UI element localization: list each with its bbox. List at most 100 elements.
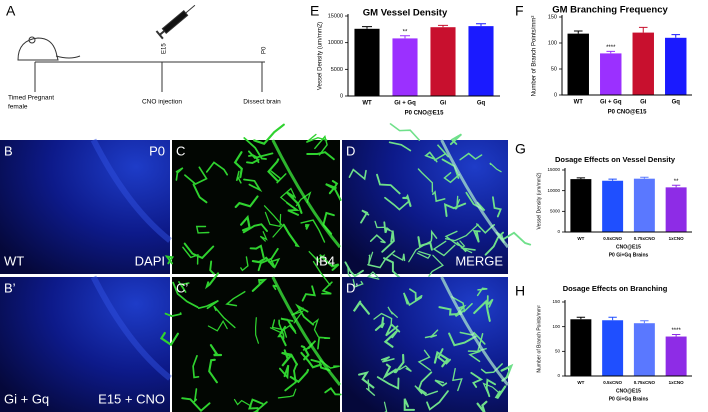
error-bar — [640, 176, 649, 179]
timeline-middle: CNO injection — [142, 99, 182, 106]
vessel — [438, 306, 463, 316]
x-axis-label: P0 CNO@E15 — [405, 111, 445, 117]
vessel — [295, 191, 312, 207]
micrograph — [0, 277, 170, 412]
x-tick-label: WT — [577, 380, 584, 385]
y-tick-label: 15000 — [547, 167, 560, 172]
vessel — [480, 363, 503, 374]
vessel — [426, 390, 449, 411]
vessel — [440, 139, 510, 249]
vessel — [208, 358, 218, 384]
panel-label: D — [346, 143, 355, 158]
vessel — [385, 322, 401, 337]
bar — [430, 27, 456, 97]
vessel — [473, 299, 491, 322]
vessel — [248, 398, 264, 410]
y-tick-label: 10000 — [328, 40, 343, 46]
chart-title: GM Vessel Density — [363, 8, 448, 19]
vessel — [428, 254, 444, 277]
y-tick-label: 100 — [548, 40, 557, 46]
timeline-tick: E15 — [162, 43, 168, 54]
vessel — [383, 329, 399, 348]
vessel — [367, 271, 380, 280]
x-tick-label: Gq — [672, 100, 681, 106]
micrograph — [0, 140, 170, 274]
x-tick-label: 0.75xCNO — [634, 236, 656, 241]
y-axis-label: Number of Branch Points/mm² — [532, 16, 538, 97]
vessel — [389, 123, 421, 141]
vessel — [204, 272, 220, 290]
x-tick-label: Gi — [440, 101, 447, 107]
vessel — [257, 247, 279, 272]
vessel — [403, 398, 416, 411]
vessel — [393, 353, 405, 374]
vessel — [240, 256, 249, 272]
vessel — [197, 299, 219, 310]
panel-label: G — [515, 141, 526, 157]
y-tick-label: 10000 — [547, 188, 560, 193]
y-tick-label: 0 — [554, 92, 557, 98]
vessel — [443, 172, 460, 184]
x-axis-label: P0 CNO@E15 — [608, 110, 648, 116]
vessel — [233, 398, 252, 407]
error-bar — [638, 26, 648, 33]
panel-label: C’ — [176, 280, 188, 295]
vessel — [234, 195, 259, 209]
vessel — [433, 144, 449, 161]
panel-label: F — [515, 3, 524, 19]
vessel — [285, 191, 303, 214]
vessel — [279, 187, 297, 208]
vessel — [432, 240, 456, 257]
error-bar — [671, 334, 681, 337]
vessel — [282, 223, 300, 248]
vessel — [306, 151, 335, 161]
vessel — [259, 231, 268, 242]
error-bar — [671, 184, 681, 188]
vessel — [482, 382, 501, 395]
vessel — [348, 168, 367, 181]
vessel — [472, 229, 481, 243]
vessel — [324, 387, 342, 396]
vessel — [449, 133, 463, 146]
vessel — [240, 214, 251, 232]
vessel — [409, 288, 423, 302]
x-axis-label: CNO@E15 — [616, 244, 641, 250]
vessel — [209, 344, 223, 357]
x-tick-label: Gi + Gq — [394, 101, 416, 107]
vessel — [417, 349, 432, 371]
y-tick-label: 5000 — [550, 209, 561, 214]
bar — [602, 320, 624, 376]
bar — [633, 323, 655, 376]
vessel — [492, 196, 502, 218]
bar — [468, 26, 494, 97]
y-tick-label: 150 — [552, 299, 560, 304]
vessel — [207, 320, 228, 332]
micrograph-label: DAPI — [135, 253, 165, 268]
vessel — [459, 152, 483, 161]
vessel — [366, 379, 376, 397]
x-axis-label: P0 Gi+Gq Brains — [609, 252, 649, 258]
vessel — [417, 371, 433, 395]
vessel — [424, 151, 438, 163]
bar — [354, 28, 380, 96]
vessel — [484, 231, 505, 256]
vessel — [448, 332, 478, 347]
vessel — [247, 150, 274, 160]
panel-label: H — [515, 283, 525, 299]
vessel — [254, 317, 260, 344]
vessel — [376, 376, 400, 390]
vessel — [301, 285, 316, 302]
vessel — [300, 345, 310, 361]
vessel — [193, 388, 198, 403]
y-tick-label: 0 — [557, 373, 560, 378]
vessel — [272, 284, 277, 291]
vessel — [430, 229, 438, 242]
axes — [561, 15, 692, 96]
vessel — [376, 173, 401, 195]
y-axis-label: Vessel Density (um/mm2) — [536, 172, 542, 229]
vessel — [243, 178, 263, 193]
x-tick-label: Gi — [640, 100, 647, 106]
x-tick-label: 0.5xCNO — [603, 380, 622, 385]
vessel — [277, 388, 297, 399]
vessel — [252, 401, 268, 412]
